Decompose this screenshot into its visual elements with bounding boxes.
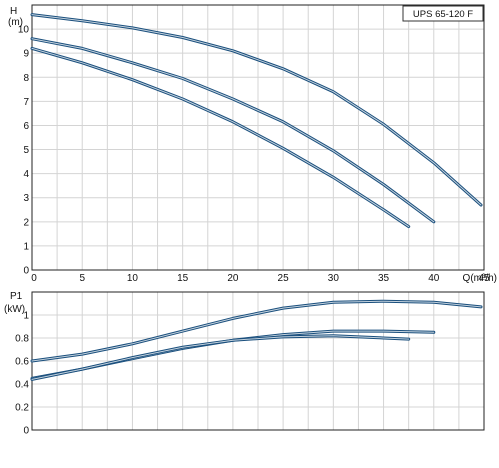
head-y-tick-label: 6 — [23, 121, 29, 132]
head-y-tick-label: 9 — [23, 49, 29, 60]
head-series-1-highlight — [31, 14, 482, 206]
power-y-tick-label: 0 — [23, 426, 29, 437]
power-y-tick-label: 0.2 — [15, 403, 29, 414]
head-y-tick-label: 8 — [23, 73, 29, 84]
power-y-axis-unit: (kW) — [4, 304, 25, 315]
head-series-2-highlight — [31, 38, 435, 223]
head-y-tick-label: 2 — [23, 217, 29, 228]
head-title-box — [402, 5, 484, 22]
head-y-tick-label: 5 — [23, 145, 29, 156]
power-y-tick-label: 0.6 — [15, 357, 29, 368]
head-series-3-highlight — [31, 47, 410, 228]
head-y-axis-unit: (m) — [8, 17, 23, 28]
head-x-tick-label: 20 — [227, 273, 239, 284]
head-x-tick-label: 0 — [31, 273, 37, 284]
head-y-tick-label: 1 — [23, 241, 29, 252]
power-series-3-highlight — [31, 335, 410, 380]
head-x-tick-label: 15 — [177, 273, 189, 284]
head-gridlines — [32, 5, 484, 270]
head-y-tick-label: 7 — [23, 97, 29, 108]
head-y-axis-label: H — [10, 6, 17, 17]
power-y-tick-label: 1 — [23, 311, 29, 322]
head-y-tick-label: 3 — [23, 193, 29, 204]
head-x-tick-label: 10 — [127, 273, 139, 284]
power-y-tick-label: 0.4 — [15, 380, 29, 391]
head-x-tick-label: 5 — [79, 273, 85, 284]
head-y-tick-label: 10 — [18, 25, 30, 36]
power-gridlines — [32, 292, 484, 430]
head-x-tick-label: 35 — [378, 273, 390, 284]
head-y-tick-label: 4 — [23, 169, 29, 180]
head-x-tick-label: 25 — [278, 273, 290, 284]
power-y-tick-label: 0.8 — [15, 334, 29, 345]
head-chart-title: UPS 65-120 F — [413, 9, 473, 20]
power-panel: 0 0.2 0.4 0.6 0.8 1P1 (kW) — [4, 291, 485, 437]
power-y-axis-label: P1 — [10, 291, 23, 302]
head-x-tick-label: 30 — [328, 273, 340, 284]
power-series-1-highlight — [31, 300, 482, 362]
head-y-tick-label: 0 — [23, 266, 29, 277]
head-plot-border — [31, 4, 485, 271]
head-x-tick-label: 45 — [478, 273, 490, 284]
head-x-tick-label: 40 — [428, 273, 440, 284]
head-x-axis-label: Q(m³/h) — [463, 273, 497, 284]
